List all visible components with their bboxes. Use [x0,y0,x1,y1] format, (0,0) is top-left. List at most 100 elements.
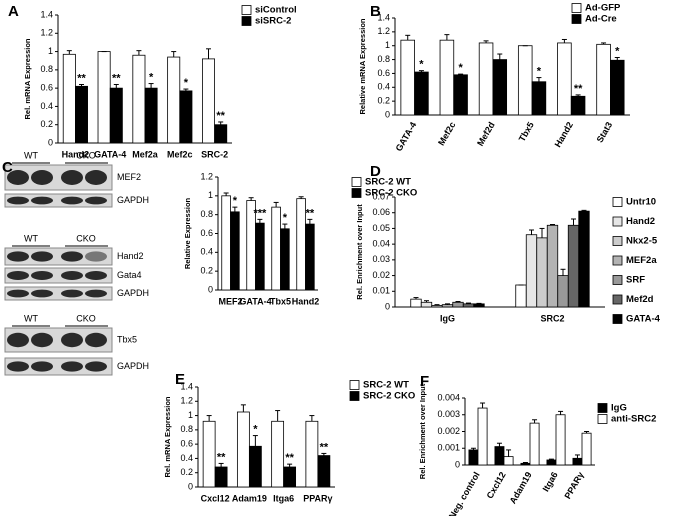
bar [62,53,76,144]
bar [410,298,422,308]
blot-band [7,289,29,298]
significance: * [419,59,424,71]
blot-band [31,361,53,372]
legend-swatch [612,314,623,324]
bar [283,466,297,488]
blot-header: CKO [76,313,96,323]
bar [453,74,468,116]
bar [557,42,572,116]
legend-swatch [612,216,623,227]
bar [546,224,559,308]
legend-label: SRC-2 CKO [363,391,415,402]
y-tick-label: 0.8 [180,424,193,434]
significance: ** [216,110,225,122]
y-tick-label: 0.6 [40,83,53,93]
panel-label: F [420,373,429,390]
blot-strip [4,286,113,301]
x-tick-label: Hand2 [292,296,320,306]
legend-label: SRC-2 WT [363,380,409,391]
bar [280,228,290,291]
blot-header: WT [24,150,38,160]
significance: ** [217,451,226,463]
x-tick-label: Mef2a [132,149,159,159]
legend-swatch [241,16,252,26]
y-tick-label: 0.6 [180,439,193,449]
bar [567,224,580,308]
x-tick-label: Cxcl12 [201,493,230,503]
y-tick-label: 0.8 [377,54,390,64]
bar [317,455,331,488]
blot-header: CKO [76,150,96,160]
bar [202,58,215,144]
panel-label: B [370,3,381,20]
y-tick-label: 1 [208,190,213,200]
x-tick-label: MEF2 [218,296,242,306]
significance: * [149,71,154,83]
y-tick-label: 1.2 [377,26,390,36]
bar [167,56,181,144]
bar [531,81,547,116]
bar [179,90,193,144]
bar [578,210,590,308]
x-tick-label: SRC2 [540,313,564,323]
bar [529,422,540,466]
y-tick-label: 0.4 [200,247,213,257]
y-tick-label: 1.4 [40,9,53,19]
x-tick-label: GATA-4 [94,149,126,159]
significance: * [458,62,463,74]
y-tick-label: 0.2 [40,119,53,129]
bar [492,59,508,116]
y-tick-label: 0 [188,481,193,491]
significance: ** [306,207,315,219]
bar [439,39,455,116]
blot-band [31,332,53,348]
bar [555,414,566,466]
y-tick-label: 0.06 [372,207,390,217]
bar [478,42,494,116]
blot-header: WT [24,233,38,243]
significance: *** [253,207,267,219]
significance: * [537,65,542,77]
legend-swatch [612,255,623,266]
blot-band [85,361,107,372]
bar [477,407,488,466]
y-tick-label: 0.07 [372,191,390,201]
bar [305,420,319,488]
legend-label: Mef2d [626,294,654,305]
y-tick-label: 0.2 [377,96,390,106]
bar [75,85,88,144]
bar [214,466,228,488]
y-tick-label: 0.004 [437,392,460,402]
blot-band [61,170,83,185]
blot-band [61,332,83,348]
bar [255,222,265,291]
bar [97,51,111,144]
significance: ** [320,441,329,453]
bar [271,206,281,291]
y-tick-label: 0 [48,137,53,147]
blot-band [7,251,29,262]
x-tick-label: Tbx5 [270,296,291,306]
legend-swatch [612,236,623,246]
bar [462,303,475,308]
bar [557,275,569,308]
x-tick-label: Adam19 [232,493,267,503]
blot-label: Gata4 [117,270,142,280]
y-tick-label: 0.4 [377,82,390,92]
bar [536,237,548,308]
blot-band [85,332,107,348]
y-tick-label: 1 [48,46,53,56]
legend-swatch [612,294,623,305]
blot-band [61,251,83,262]
blot-header: CKO [76,233,96,243]
legend-swatch [349,380,360,390]
y-tick-label: 0 [208,284,213,294]
blot-label: MEF2 [117,172,141,182]
y-tick-label: 0.4 [40,101,53,111]
panel-label: C [2,159,13,176]
y-axis-label: Rel. Enrichment over Input [355,204,364,300]
blot-band [85,251,107,262]
bar [144,87,158,144]
y-tick-label: 0.03 [372,254,390,264]
bar [132,54,146,144]
